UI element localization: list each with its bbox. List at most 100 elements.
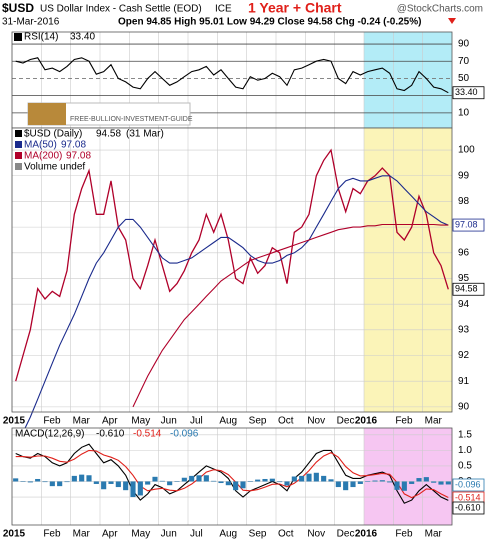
legend-entry: Volume undef [24,162,85,173]
histogram-bar [13,478,19,482]
x-tick-label: Apr [102,529,118,540]
histogram-bar [409,481,415,484]
x-tick-label: Nov [307,416,325,427]
y-tick-label: 1.5 [458,429,472,440]
histogram-bar [313,472,319,482]
histogram-bar [181,477,187,482]
histogram-bar [255,479,261,482]
y-tick-label: 91 [458,376,470,387]
histogram-bar [247,481,253,482]
histogram-bar [379,480,385,482]
highlight-region [364,128,452,412]
legend-title: MACD(12,26,9) [15,429,84,440]
legend-entry: $USD (Daily) [24,129,82,140]
y-tick-label: 92 [458,350,470,361]
histogram-bar [159,480,165,482]
series-line [15,449,449,499]
ma-end-tag: 97.08 [452,218,485,232]
x-tick-label: Aug [219,529,237,540]
histogram-bar [101,481,107,490]
legend-entry: MA(50) [24,140,57,151]
end-tag-label: 94.58 [455,284,478,294]
y-tick-label: 95 [458,273,470,284]
histogram-bar [123,481,129,491]
x-tick-label: Jun [161,416,177,427]
highlight-region [364,428,452,525]
y-tick-label: 10 [458,108,470,119]
histogram-bar [79,474,85,482]
legend-value: -0.514 [133,429,162,440]
x-tick-label: 2016 [355,416,378,427]
x-tick-label: Feb [395,529,413,540]
histogram-bar [130,481,136,498]
watermark-bar [28,103,66,125]
histogram-bar [20,481,26,482]
histogram-bar [115,481,121,488]
legend-swatch [15,152,22,159]
histogram-bar [445,481,451,485]
histogram-bar [372,480,378,482]
legend-entry: MA(200) [24,151,62,162]
x-tick-label: Jul [190,416,203,427]
legend-note: (31 Mar) [126,129,164,140]
watermark-text: FREE-BULLION-INVESTMENT-GUIDE [70,116,193,123]
end-tag-label: -0.514 [455,492,481,502]
histogram-bar [394,481,400,490]
y-tick-label: 93 [458,324,470,335]
y-tick-label: 99 [458,170,470,181]
legend-value: 97.08 [61,140,86,151]
histogram-bar [196,475,202,482]
x-tick-label: Sep [249,416,267,427]
histogram-bar [167,481,173,486]
histogram-bar [438,481,444,485]
histogram-bar [233,481,239,491]
x-tick-label: Feb [43,529,61,540]
histogram-bar [306,473,312,482]
legend-swatch [15,141,22,148]
end-tag-box [452,478,485,492]
histogram-bar [269,478,275,482]
end-tag-box [452,86,485,100]
histogram-bar [321,475,327,482]
x-tick-label: Dec [337,529,355,540]
histogram-bar [27,481,33,483]
histogram-bar [93,481,99,484]
rsi-end-tag: 33.40 [452,86,485,100]
macd-end-tag: -0.610 [452,501,485,515]
legend-title: RSI(14) [24,32,58,43]
histogram-bar [262,478,268,482]
histogram-bar [387,481,393,483]
y-tick-label: 100 [458,145,475,156]
histogram-bar [137,481,143,496]
y-tick-label: 94 [458,299,470,310]
symbol: $USD [2,1,34,15]
end-tag-label: 33.40 [455,87,478,97]
histogram-bar [335,481,341,488]
x-tick-label: May [131,416,150,427]
end-tag-box [452,501,485,515]
histogram-bar [49,481,55,487]
histogram-bar [189,475,195,482]
legend-value: 94.58 [96,129,121,140]
price-end-tag: 94.58 [452,282,485,296]
hist-end-tag: -0.096 [452,478,485,492]
quote: Open 94.85 High 95.01 Low 94.29 Close 94… [118,17,421,28]
y-tick-label: 1.0 [458,445,472,456]
y-tick-label: 70 [458,56,470,67]
histogram-bar [211,480,217,482]
histogram-bar [416,478,422,482]
x-tick-label: May [131,529,150,540]
histogram-bar [71,475,77,482]
y-tick-label: 90 [458,402,470,413]
x-tick-label: Oct [278,529,294,540]
histogram-bar [328,479,334,482]
histogram-bar [401,481,407,491]
x-tick-label: Mar [73,416,91,427]
histogram-bar [145,481,151,485]
histogram-bar [423,477,429,482]
date: 31-Mar-2016 [2,17,60,28]
x-tick-label: Dec [337,416,355,427]
histogram-bar [203,475,209,482]
